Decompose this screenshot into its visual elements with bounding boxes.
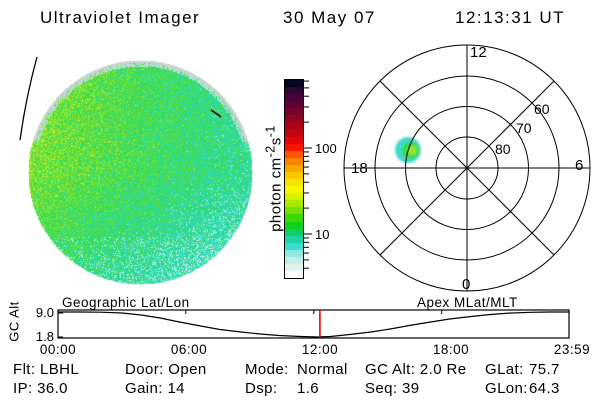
colorbar-block bbox=[285, 80, 303, 87]
status-seq: Seq: 39 bbox=[365, 380, 420, 397]
status-flt: Flt: LBHL bbox=[13, 361, 79, 378]
status-ip-label: IP: bbox=[13, 380, 33, 397]
status-flt-value: LBHL bbox=[40, 361, 79, 378]
status-glon-label: GLon: bbox=[485, 380, 529, 397]
colorbar-block bbox=[285, 200, 303, 207]
mlt-0-label: 0 bbox=[462, 276, 470, 293]
app-title: Ultraviolet Imager bbox=[40, 8, 200, 28]
colorbar-block bbox=[285, 257, 303, 264]
status-mode: Mode: Normal bbox=[245, 361, 348, 378]
time-label: 12:13:31 UT bbox=[455, 8, 565, 28]
colorbar-block bbox=[285, 94, 303, 101]
uvi-disk-image bbox=[24, 56, 256, 288]
colorbar-block bbox=[285, 87, 303, 94]
status-door: Door: Open bbox=[125, 361, 207, 378]
colorbar-block bbox=[285, 243, 303, 250]
unit-prefix: photon cm bbox=[268, 157, 285, 232]
status-dsp-label: Dsp: bbox=[245, 380, 297, 397]
mlat-60-label: 60 bbox=[534, 101, 550, 117]
xtick-1200: 12:00 bbox=[289, 342, 351, 357]
colorbar-unit-label: photon cm-2s-1 bbox=[264, 79, 285, 279]
status-seq-label: Seq: bbox=[365, 380, 397, 397]
mlat-70-label: 70 bbox=[516, 120, 532, 136]
status-mode-value: Normal bbox=[297, 361, 348, 378]
mlt-6-label: 6 bbox=[575, 157, 583, 174]
xtick-0000: 00:00 bbox=[27, 342, 89, 357]
xtick-0600: 06:00 bbox=[158, 342, 220, 357]
status-ip-value: 36.0 bbox=[37, 380, 68, 397]
colorbar-block bbox=[285, 130, 303, 137]
colorbar-block bbox=[285, 108, 303, 115]
status-gcalt: GC Alt: 2.0 Re bbox=[365, 361, 467, 378]
xtick-1800: 18:00 bbox=[420, 342, 482, 357]
colorbar bbox=[284, 79, 304, 279]
status-dsp-value: 1.6 bbox=[297, 380, 319, 397]
colorbar-block bbox=[285, 250, 303, 257]
status-glat-label: GLat: bbox=[485, 361, 529, 378]
colorbar-block bbox=[285, 144, 303, 151]
colorbar-block bbox=[285, 151, 303, 158]
status-seq-value: 39 bbox=[402, 380, 420, 397]
status-glat: GLat: 75.7 bbox=[485, 361, 560, 378]
polar-dial: 12 18 6 0 60 70 80 bbox=[330, 30, 600, 300]
colorbar-block bbox=[285, 264, 303, 271]
colorbar-block bbox=[285, 115, 303, 122]
colorbar-block bbox=[285, 222, 303, 229]
mlt-18-label: 18 bbox=[351, 160, 368, 177]
colorbar-block bbox=[285, 193, 303, 200]
colorbar-block bbox=[285, 214, 303, 221]
status-gcalt-value: 2.0 Re bbox=[420, 361, 467, 378]
colorbar-block bbox=[285, 137, 303, 144]
colorbar-block bbox=[285, 229, 303, 236]
unit-mid: s bbox=[268, 137, 285, 145]
gc-alt-curve bbox=[58, 312, 569, 337]
colorbar-block bbox=[285, 172, 303, 179]
date-label: 30 May 07 bbox=[283, 8, 376, 28]
colorbar-block bbox=[285, 236, 303, 243]
status-gain-label: Gain: bbox=[125, 380, 163, 397]
colorbar-block bbox=[285, 179, 303, 186]
colorbar-block bbox=[285, 271, 303, 278]
status-gcalt-label: GC Alt: bbox=[365, 361, 415, 378]
status-glon: GLon:64.3 bbox=[485, 380, 560, 397]
status-ip: IP: 36.0 bbox=[13, 380, 68, 397]
status-gain: Gain: 14 bbox=[125, 380, 185, 397]
unit-sup-1: -1 bbox=[264, 125, 278, 137]
colorbar-block bbox=[285, 207, 303, 214]
status-glon-value: 64.3 bbox=[529, 380, 560, 397]
colorbar-block bbox=[285, 186, 303, 193]
colorbar-tick-10: 10 bbox=[315, 227, 329, 242]
status-gain-value: 14 bbox=[167, 380, 185, 397]
status-door-label: Door: bbox=[125, 361, 164, 378]
status-mode-label: Mode: bbox=[245, 361, 297, 378]
colorbar-block bbox=[285, 165, 303, 172]
status-flt-label: Flt: bbox=[13, 361, 35, 378]
status-dsp: Dsp: 1.6 bbox=[245, 380, 319, 397]
colorbar-block bbox=[285, 101, 303, 108]
colorbar-block bbox=[285, 122, 303, 129]
colorbar-block bbox=[285, 158, 303, 165]
mlt-12-label: 12 bbox=[470, 44, 487, 61]
uvi-summary-screen: Ultraviolet Imager 30 May 07 12:13:31 UT… bbox=[0, 0, 600, 400]
xtick-2359: 23:59 bbox=[541, 342, 600, 357]
mlat-80-label: 80 bbox=[495, 141, 511, 157]
status-door-value: Open bbox=[168, 361, 206, 378]
status-glat-value: 75.7 bbox=[529, 361, 560, 378]
unit-sup-2: -2 bbox=[264, 145, 278, 157]
